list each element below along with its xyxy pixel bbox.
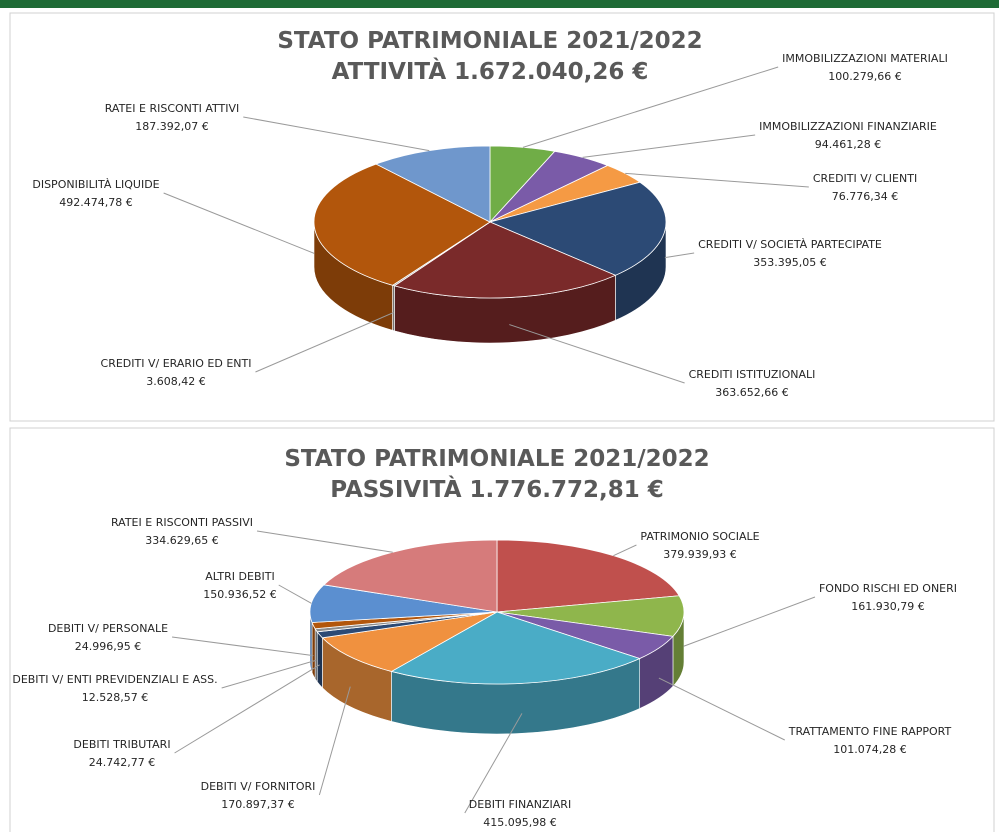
slice-label: PATRIMONIO SOCIALE <box>640 530 759 543</box>
slice-value: 94.461,28 € <box>815 138 881 151</box>
leader-line <box>255 312 394 373</box>
slice-label: RATEI E RISCONTI PASSIVI <box>111 516 253 529</box>
slice-label: CREDITI V/ CLIENTI <box>813 172 917 185</box>
chart-subtitle: PASSIVITÀ 1.776.772,81 € <box>330 475 664 503</box>
slice-value: 170.897,37 € <box>221 798 294 811</box>
slice <box>393 221 617 299</box>
header-bar <box>0 0 999 8</box>
leader-line <box>163 192 315 254</box>
slice-label: DEBITI V/ PERSONALE <box>48 622 168 635</box>
slice <box>488 181 667 276</box>
leader-line <box>613 544 637 557</box>
slice-value: 492.474,78 € <box>59 196 132 209</box>
slice-label: DEBITI V/ FORNITORI <box>201 780 316 793</box>
chart-title: STATO PATRIMONIALE 2021/2022 <box>277 28 702 54</box>
slice <box>309 584 498 623</box>
leader-line <box>464 713 523 814</box>
leader-line <box>318 686 351 796</box>
slice-label: CREDITI V/ ERARIO ED ENTI <box>101 357 252 370</box>
slice-value: 150.936,52 € <box>203 588 276 601</box>
leader-line <box>683 596 816 647</box>
slice <box>496 595 685 637</box>
slice-side <box>316 630 323 689</box>
leader-line <box>278 584 312 604</box>
leader-line <box>625 172 809 188</box>
leader-line <box>171 636 314 657</box>
leader-line <box>582 134 756 158</box>
leader-line <box>664 252 695 259</box>
slice <box>322 539 498 613</box>
slice-label: IMMOBILIZZAZIONI MATERIALI <box>782 52 948 65</box>
slice-value: 379.939,93 € <box>663 548 736 561</box>
slice-label: FONDO RISCHI ED ONERI <box>819 582 957 595</box>
slice-value: 24.742,77 € <box>89 756 155 769</box>
slice-value: 3.608,42 € <box>146 375 205 388</box>
slice-label: ALTRI DEBITI <box>205 570 274 583</box>
slice-side <box>314 627 318 683</box>
slice <box>375 145 491 223</box>
leader-line <box>658 677 785 741</box>
slice-value: 76.776,34 € <box>832 190 898 203</box>
slice-label: DISPONIBILITÀ LIQUIDE <box>32 178 159 191</box>
slice-value: 100.279,66 € <box>828 70 901 83</box>
leader-line <box>221 659 317 689</box>
leader-line <box>256 530 393 553</box>
slice-value: 101.074,28 € <box>833 743 906 756</box>
slice-label: CREDITI V/ SOCIETÀ PARTECIPATE <box>698 238 882 251</box>
slice-label: DEBITI V/ ENTI PREVIDENZIALI E ASS. <box>12 673 217 686</box>
slice <box>496 539 680 613</box>
chart-title: STATO PATRIMONIALE 2021/2022 <box>284 446 709 472</box>
slice-side <box>311 622 316 680</box>
slice-value: 187.392,07 € <box>135 120 208 133</box>
slice-label: CREDITI ISTITUZIONALI <box>689 368 816 381</box>
slice-value: 12.528,57 € <box>82 691 148 704</box>
slice <box>313 163 491 286</box>
chart-subtitle: ATTIVITÀ 1.672.040,26 € <box>332 57 649 85</box>
slice-label: RATEI E RISCONTI ATTIVI <box>105 102 240 115</box>
slice-value: 161.930,79 € <box>851 600 924 613</box>
slice-label: DEBITI FINANZIARI <box>469 798 571 811</box>
leader-line <box>174 664 320 754</box>
slice-label: DEBITI TRIBUTARI <box>73 738 170 751</box>
slice-value: 415.095,98 € <box>483 816 556 829</box>
slice-value: 24.996,95 € <box>75 640 141 653</box>
leader-line <box>509 324 685 384</box>
slice-value: 353.395,05 € <box>753 256 826 269</box>
slice-label: TRATTAMENTO FINE RAPPORT <box>788 725 952 738</box>
slice <box>390 611 641 685</box>
leader-line <box>522 66 779 148</box>
leader-line <box>243 116 430 152</box>
slice-value: 363.652,66 € <box>715 386 788 399</box>
slice-label: IMMOBILIZZAZIONI FINANZIARIE <box>759 120 937 133</box>
slice <box>321 611 498 672</box>
slice-value: 334.629,65 € <box>145 534 218 547</box>
